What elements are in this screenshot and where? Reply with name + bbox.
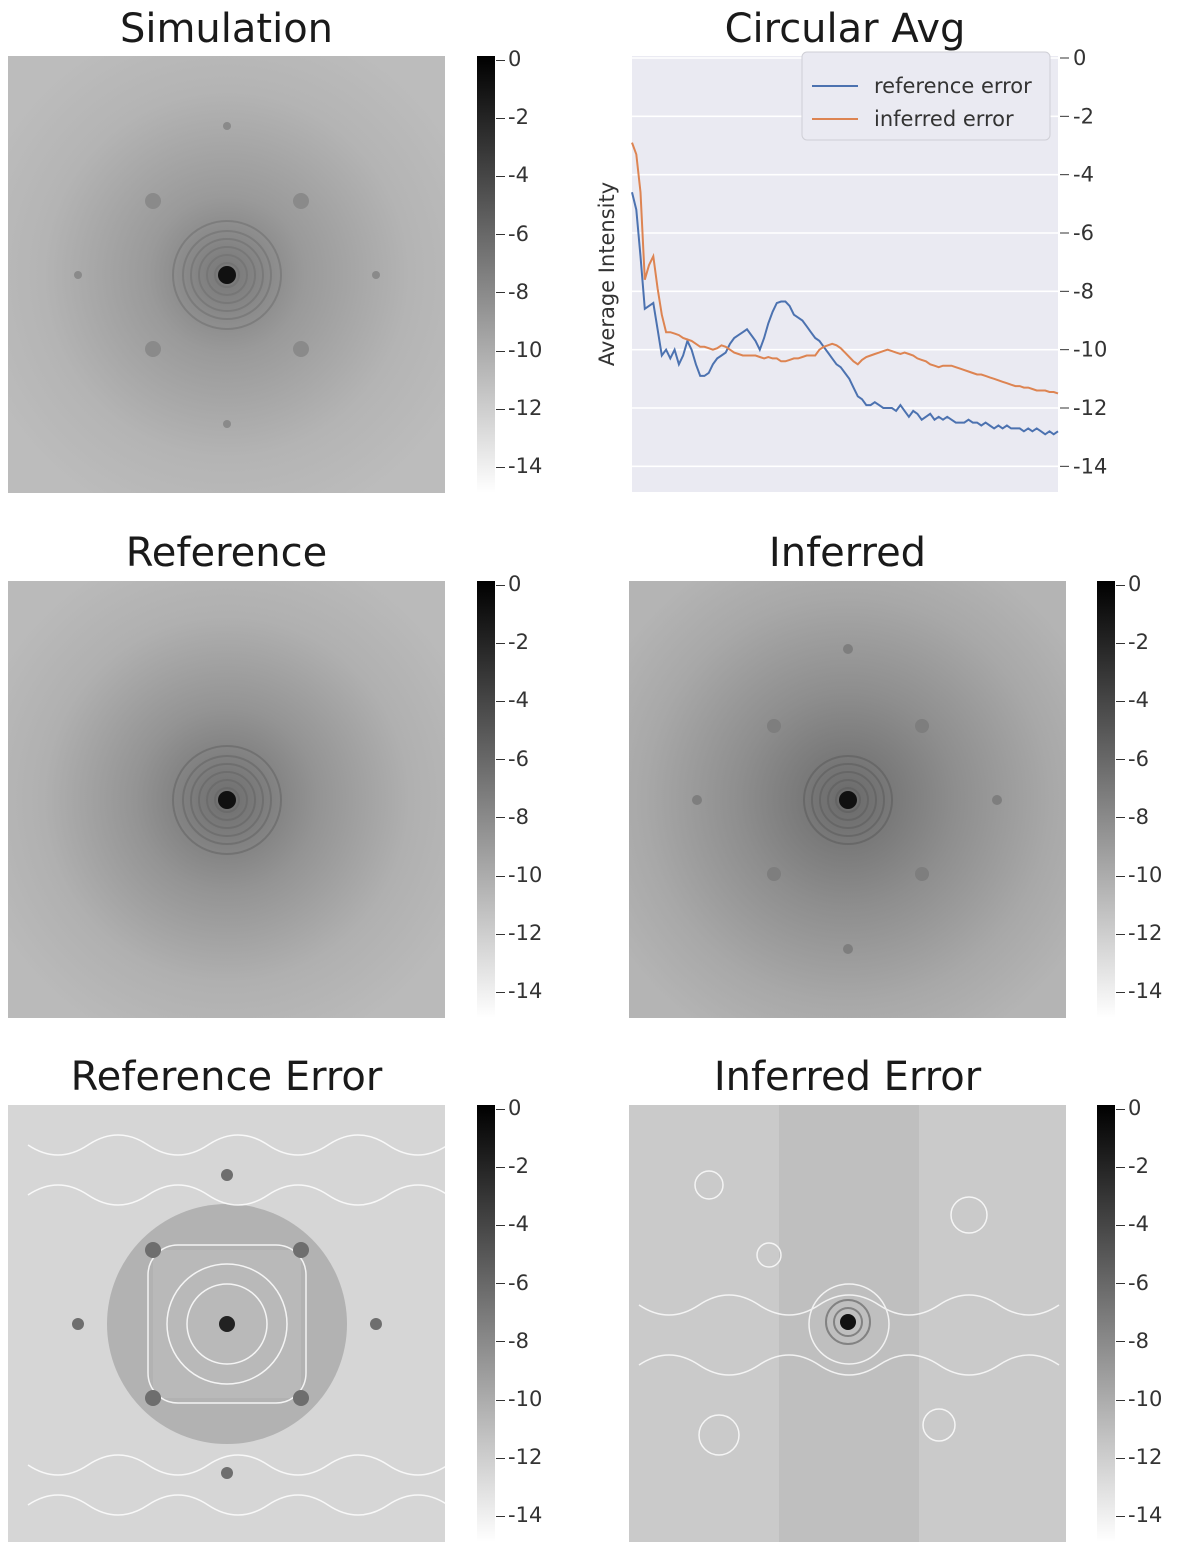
y-tick-label: -10 xyxy=(1073,338,1107,362)
legend-label-reference-error: reference error xyxy=(874,74,1032,98)
colorbar-tick-label: -10 xyxy=(496,863,542,887)
legend-label-inferred-error: inferred error xyxy=(874,107,1014,131)
inferred-colorbar xyxy=(1097,581,1115,1018)
colorbar-tick-label: -2 xyxy=(496,630,529,654)
colorbar-tick-label: -2 xyxy=(496,105,529,129)
colorbar-tick-label: -6 xyxy=(496,747,529,771)
reference-error-title: Reference Error xyxy=(70,1054,383,1100)
inferred-error-colorbar-ticks: 0 -2 -4 -6 -8 -10 -12 -14 xyxy=(1116,1096,1183,1542)
reference-colorbar-ticks: 0 -2 -4 -6 -8 -10 -12 -14 xyxy=(496,572,566,1018)
colorbar-tick-label: -4 xyxy=(496,163,529,187)
inferred-title: Inferred xyxy=(768,530,927,576)
colorbar-tick-label: -12 xyxy=(496,1445,542,1469)
y-tick-label: -6 xyxy=(1073,221,1094,245)
reference-colorbar xyxy=(477,581,495,1018)
colorbar-tick-label: -14 xyxy=(1116,1503,1162,1527)
colorbar-tick-label: -8 xyxy=(496,280,529,304)
colorbar-tick-label: -10 xyxy=(496,338,542,362)
colorbar-tick-label: 0 xyxy=(496,1096,521,1120)
inferred-error-colorbar xyxy=(1097,1105,1115,1542)
legend-box xyxy=(801,51,1051,141)
grid-lines xyxy=(632,57,1058,468)
colorbar-tick-label: -8 xyxy=(496,1329,529,1353)
reference-image xyxy=(8,581,445,1018)
colorbar-tick-label: 0 xyxy=(496,47,521,71)
colorbar-tick-label: -8 xyxy=(1116,1329,1149,1353)
series-line-reference-error xyxy=(631,191,1059,436)
y-tick-label: -12 xyxy=(1073,396,1107,420)
colorbar-tick-label: -4 xyxy=(496,1212,529,1236)
inferred-error-title: Inferred Error xyxy=(713,1054,982,1100)
simulation-title: Simulation xyxy=(119,6,334,52)
colorbar-tick-label: -8 xyxy=(496,805,529,829)
colorbar-tick-label: -10 xyxy=(496,1387,542,1411)
circular-avg-chart: 0 -2 -4 -6 -8 -10 -12 -14 Average Intensity ref… xyxy=(595,46,1107,492)
y-tick-label: -2 xyxy=(1073,104,1094,128)
colorbar-tick-label: -8 xyxy=(1116,805,1149,829)
colorbar-tick-label: -6 xyxy=(1116,747,1149,771)
colorbar-tick-label: 0 xyxy=(1116,1096,1141,1120)
reference-title: Reference xyxy=(125,530,328,576)
reference-error-colorbar xyxy=(477,1105,495,1542)
colorbar-tick-label: -14 xyxy=(1116,979,1162,1003)
inferred-colorbar-ticks: 0 -2 -4 -6 -8 -10 -12 -14 xyxy=(1116,572,1183,1018)
colorbar-tick-label: -10 xyxy=(1116,863,1162,887)
colorbar-tick-label: -14 xyxy=(496,454,542,478)
series-lines xyxy=(631,142,1059,436)
colorbar-tick-label: -4 xyxy=(496,688,529,712)
colorbar-tick-label: -6 xyxy=(1116,1271,1149,1295)
series-line-inferred-error xyxy=(631,142,1059,395)
colorbar-tick-label: -12 xyxy=(496,921,542,945)
colorbar-tick-label: -6 xyxy=(496,222,529,246)
y-axis-ticks: 0 -2 -4 -6 -8 -10 -12 -14 xyxy=(1060,46,1107,478)
y-axis-label: Average Intensity xyxy=(595,182,619,366)
simulation-colorbar-ticks: 0 -2 -4 -6 -8 -10 -12 -14 xyxy=(496,47,566,493)
colorbar-tick-label: -2 xyxy=(1116,1154,1149,1178)
colorbar-tick-label: -10 xyxy=(1116,1387,1162,1411)
inferred-error-image xyxy=(629,1105,1066,1542)
colorbar-tick-label: -12 xyxy=(496,396,542,420)
colorbar-tick-label: -12 xyxy=(1116,921,1162,945)
colorbar-tick-label: 0 xyxy=(496,572,521,596)
legend: reference error inferred error xyxy=(801,51,1051,141)
colorbar-tick-label: -2 xyxy=(1116,630,1149,654)
reference-error-colorbar-ticks: 0 -2 -4 -6 -8 -10 -12 -14 xyxy=(496,1096,566,1542)
reference-error-image xyxy=(8,1105,445,1542)
y-tick-label: 0 xyxy=(1073,46,1086,70)
colorbar-tick-label: -2 xyxy=(496,1154,529,1178)
colorbar-tick-label: -4 xyxy=(1116,688,1149,712)
inferred-image xyxy=(629,581,1066,1018)
simulation-colorbar xyxy=(477,56,495,493)
colorbar-tick-label: -14 xyxy=(496,979,542,1003)
simulation-image xyxy=(8,56,445,493)
colorbar-tick-label: -6 xyxy=(496,1271,529,1295)
colorbar-tick-label: -4 xyxy=(1116,1212,1149,1236)
circular-avg-title: Circular Avg xyxy=(724,6,966,52)
colorbar-tick-label: 0 xyxy=(1116,572,1141,596)
y-tick-label: -8 xyxy=(1073,279,1094,303)
colorbar-tick-label: -12 xyxy=(1116,1445,1162,1469)
colorbar-tick-label: -14 xyxy=(496,1503,542,1527)
y-tick-label: -4 xyxy=(1073,163,1094,187)
y-tick-label: -14 xyxy=(1073,454,1107,478)
